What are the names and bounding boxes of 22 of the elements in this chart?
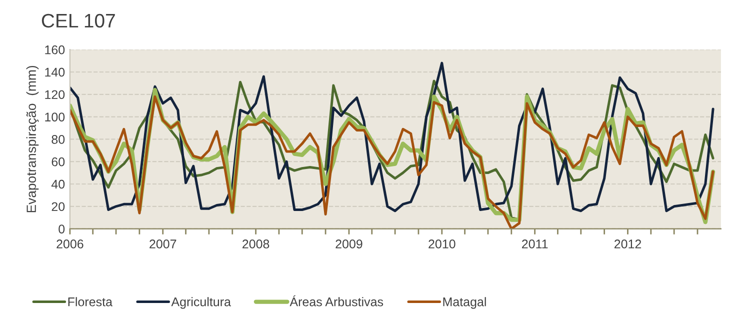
x-tick-label: 2011: [522, 240, 548, 248]
x-tick-label: 2009: [336, 240, 362, 248]
x-tick-label: 2007: [150, 240, 176, 248]
y-tick-label: 20: [52, 202, 65, 212]
x-tick-label: 2008: [242, 240, 270, 248]
y-tick-label: 140: [45, 68, 65, 77]
y-tick-label: 0: [58, 224, 65, 234]
y-axis-title: Evapotranspiração (mm): [26, 66, 39, 212]
y-tick-label: 100: [45, 112, 65, 122]
legend-label: Agricultura: [171, 297, 231, 309]
y-tick-label: 80: [52, 135, 65, 144]
x-tick-label: 2010: [428, 240, 456, 248]
legend-label: Matagal: [443, 297, 486, 309]
chart-title: CEL 107: [42, 14, 115, 28]
y-tick-label: 160: [45, 45, 65, 54]
x-tick-label: 2012: [614, 240, 642, 248]
legend-label: Floresta: [68, 297, 112, 306]
y-tick-label: 60: [52, 157, 65, 166]
legend-label: Áreas Arbustivas: [290, 295, 384, 306]
x-tick-label: 2006: [56, 240, 84, 248]
y-tick-label: 40: [51, 180, 65, 189]
y-tick-label: 120: [45, 90, 65, 100]
